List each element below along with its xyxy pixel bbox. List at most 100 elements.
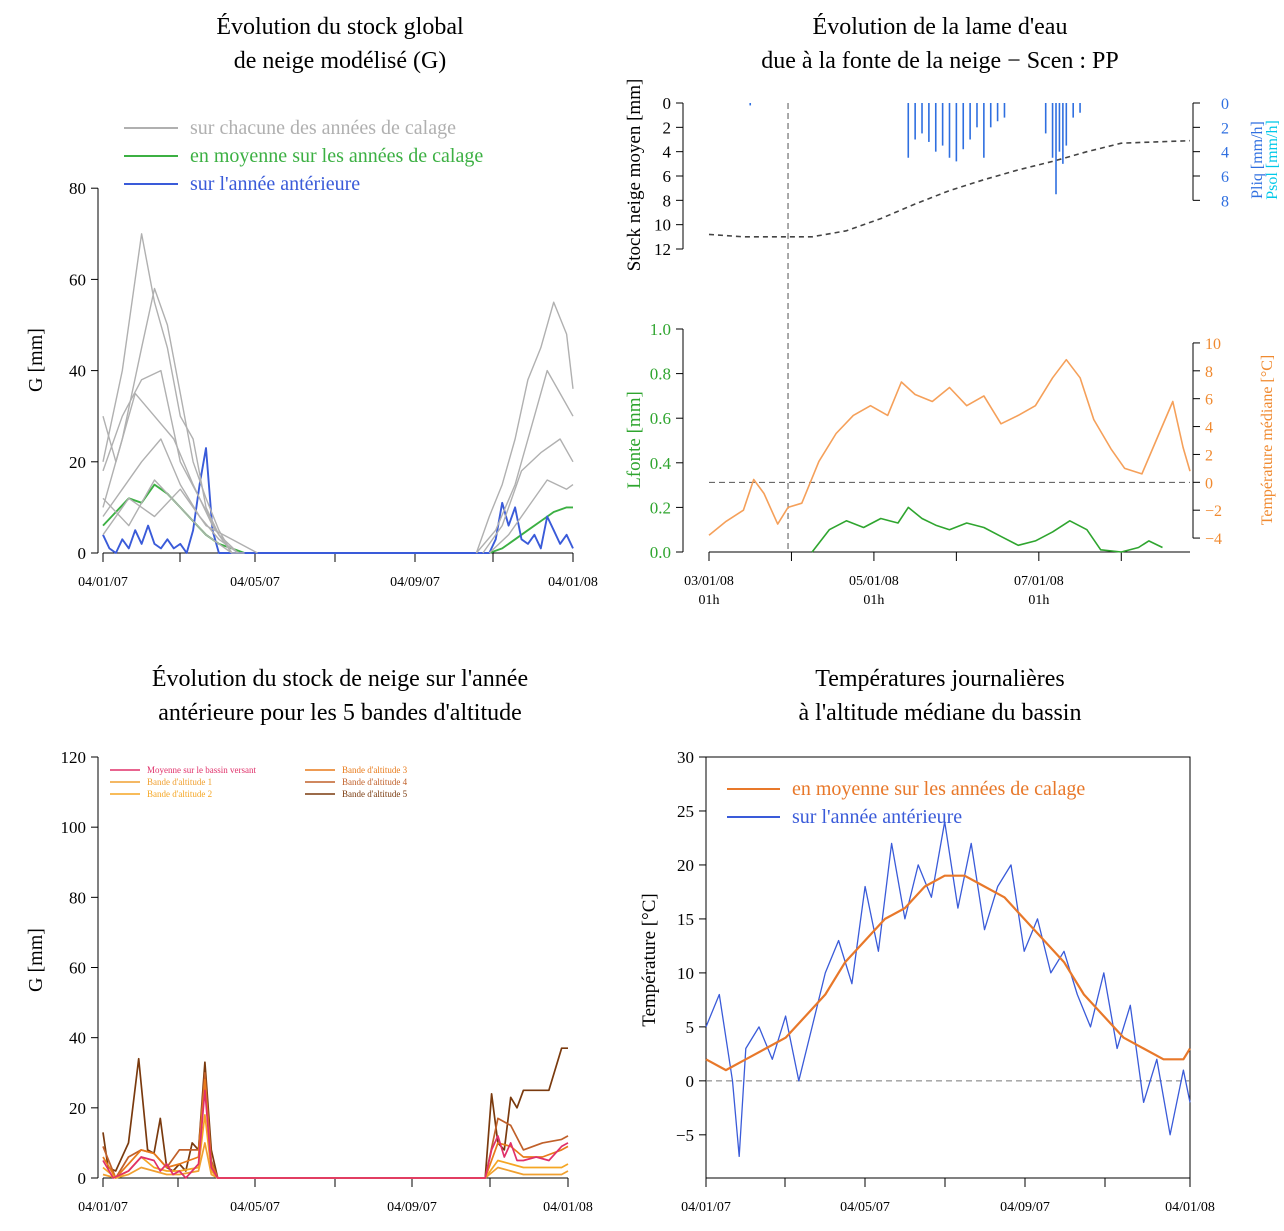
chart-2-right-top-tick-label: 0 xyxy=(1221,96,1229,113)
chart-2-x-axis-tick-sublabel: 01h xyxy=(699,593,720,608)
chart-4-anterieure-line xyxy=(705,821,1191,1158)
chart-1-legend-label: sur chacune des années de calage xyxy=(190,117,456,139)
chart-3-y-axis-tick-label: 40 xyxy=(69,1029,86,1048)
chart-1-series-line xyxy=(102,369,239,554)
chart-3-title-line1: Évolution du stock de neige sur l'année xyxy=(151,666,529,692)
chart-2-temperature-line xyxy=(708,358,1191,536)
chart-2-bottom-y-axis-tick-label: 0.4 xyxy=(650,454,672,473)
chart-1-legend-label: en moyenne sur les années de calage xyxy=(190,145,483,167)
chart-4-y-tick-label: 0 xyxy=(686,1072,695,1091)
chart-3-y-axis-tick-label: 120 xyxy=(61,748,87,767)
chart-2-ylabel-right-pliq: Pliq [mm/h] xyxy=(1249,121,1266,199)
chart-2-bottom-y-axis-tick-label: 0.6 xyxy=(650,409,671,428)
chart-3-legend-label: Bande d'altitude 1 xyxy=(147,777,212,787)
chart-4-y-tick-label: 5 xyxy=(686,1018,695,1037)
chart-2-right-top-tick-label: 2 xyxy=(1221,120,1229,137)
chart-2-x-axis-tick-label: 03/01/08 xyxy=(684,574,734,589)
chart-2-title: Évolution de la lame d'eau due à la font… xyxy=(660,10,1220,78)
chart-3-y-axis-tick-label: 80 xyxy=(69,888,86,907)
chart-4-y-tick-label: 10 xyxy=(677,964,694,983)
chart-3-x-axis-tick-label: 04/05/07 xyxy=(230,1200,280,1215)
chart-4-title-line1: Températures journalières xyxy=(815,666,1065,692)
chart-2-top-y-axis-tick-label: 6 xyxy=(663,167,672,186)
chart-4-x-tick-label: 04/09/07 xyxy=(1000,1200,1050,1215)
chart-2-right-top-tick-label: 8 xyxy=(1221,193,1229,210)
chart-2-top-y-axis-tick-label: 8 xyxy=(663,191,672,210)
chart-4-y-tick-label: 20 xyxy=(677,856,694,875)
chart-4-title: Températures journalières à l'altitude m… xyxy=(660,662,1220,730)
chart-4-legend-label: sur l'année antérieure xyxy=(792,806,962,828)
chart-1-series-line xyxy=(475,301,574,554)
chart-2-x-axis-tick-label: 07/01/08 xyxy=(1014,574,1064,589)
chart-2-top-y-axis-tick-label: 0 xyxy=(663,94,672,113)
chart-3-series-line xyxy=(102,1078,569,1179)
chart-2-ylabel-bottom: Lfonte [mm] xyxy=(624,391,645,489)
chart-4-y-tick-label: 25 xyxy=(677,802,694,821)
chart-2-bottom-y-axis-tick-label: 0.8 xyxy=(650,365,671,384)
chart-2-x-axis-tick-sublabel: 01h xyxy=(1028,593,1049,608)
chart-1-x-axis-tick-label: 04/05/07 xyxy=(230,575,280,590)
chart-2-top-y-axis-tick-label: 4 xyxy=(663,143,672,162)
chart-2-top-y-axis-tick-label: 10 xyxy=(654,216,671,235)
chart-2-bottom-y-axis-tick-label: 0.2 xyxy=(650,498,671,517)
chart-3-y-axis-tick-label: 100 xyxy=(61,818,87,837)
chart-1-title-line2: de neige modélisé (G) xyxy=(233,48,447,74)
chart-3-y-axis-tick-label: 0 xyxy=(78,1169,87,1188)
chart-4-x-tick-label: 04/05/07 xyxy=(840,1200,890,1215)
chart-3-title-line2: antérieure pour les 5 bandes d'altitude xyxy=(158,700,522,726)
chart-1-series-line xyxy=(102,447,574,554)
chart-2-right-bottom-tick-label: −2 xyxy=(1205,503,1222,520)
chart-4-x-tick-label: 04/01/07 xyxy=(681,1200,731,1215)
chart-1-x-axis-tick-label: 04/01/08 xyxy=(548,575,598,590)
chart-1-series-line xyxy=(482,438,574,554)
chart-2-right-bottom-tick-label: 4 xyxy=(1205,420,1213,437)
chart-1-y-axis-tick-label: 80 xyxy=(69,179,86,198)
chart-3-legend-label: Moyenne sur le bassin versant xyxy=(147,765,256,775)
chart-2-right-bottom-tick-label: 8 xyxy=(1205,364,1213,381)
chart-2-x-axis-tick-sublabel: 01h xyxy=(863,593,884,608)
chart-2-top-y-axis-tick-label: 12 xyxy=(654,240,671,259)
chart-2-right-bottom-tick-label: 6 xyxy=(1205,392,1213,409)
chart-3-legend-label: Bande d'altitude 4 xyxy=(342,777,408,787)
chart-1-y-axis-tick-label: 0 xyxy=(78,544,87,563)
chart-3-x-axis-tick-label: 04/09/07 xyxy=(387,1200,437,1215)
chart-3-title: Évolution du stock de neige sur l'année … xyxy=(40,662,640,730)
chart-3-legend-label: Bande d'altitude 2 xyxy=(147,789,212,799)
chart-2-title-line2: due à la fonte de la neige − Scen : PP xyxy=(761,48,1119,74)
chart-1-y-axis-tick-label: 40 xyxy=(69,362,86,381)
chart-1-title-line1: Évolution du stock global xyxy=(216,14,464,40)
chart-4-y-tick-label: −5 xyxy=(676,1126,694,1145)
chart-3-legend-label: Bande d'altitude 3 xyxy=(342,765,408,775)
chart-4-legend-label: en moyenne sur les années de calage xyxy=(792,778,1085,800)
chart-3-ylabel: G [mm] xyxy=(25,928,47,992)
chart-2-right-top-tick-label: 6 xyxy=(1221,169,1229,186)
chart-3-x-axis-tick-label: 04/01/07 xyxy=(78,1200,128,1215)
chart-2-lfonte-line xyxy=(811,506,1163,553)
chart-2-ylabel-right-psol: Psol [mm/h] xyxy=(1264,120,1281,200)
chart-3-series-line xyxy=(102,1113,569,1179)
chart-3-y-axis-tick-label: 20 xyxy=(69,1099,86,1118)
chart-1-legend-label: sur l'année antérieure xyxy=(190,173,360,195)
chart-2-x-axis-tick-label: 05/01/08 xyxy=(849,574,899,589)
chart-1-series-line xyxy=(102,483,573,554)
chart-4-y-tick-label: 30 xyxy=(677,748,694,767)
chart-2-ylabel-right-temp: Température médiane [°C] xyxy=(1259,355,1276,526)
chart-2-right-bottom-tick-label: 0 xyxy=(1205,475,1213,492)
chart-2-top-y-axis-tick-label: 2 xyxy=(663,118,672,137)
chart-4-moyenne-line xyxy=(705,874,1191,1072)
chart-2-bottom-y-axis-tick-label: 1.0 xyxy=(650,320,671,339)
chart-1-title: Évolution du stock global de neige modél… xyxy=(60,10,620,78)
chart-3-series-line xyxy=(102,1142,569,1179)
chart-2-ylabel-top: Stock neige moyen [mm] xyxy=(624,79,645,272)
chart-1-series-line xyxy=(102,438,239,554)
chart-4-title-line2: à l'altitude médiane du bassin xyxy=(798,700,1082,726)
chart-2-title-line1: Évolution de la lame d'eau xyxy=(812,14,1068,40)
chart-1-series-line xyxy=(475,369,574,554)
chart-1-series-line xyxy=(488,479,574,554)
chart-4-ylabel: Température [°C] xyxy=(639,893,660,1026)
chart-1-ylabel: G [mm] xyxy=(25,328,47,392)
chart-3-x-axis-tick-label: 04/01/08 xyxy=(543,1200,593,1215)
chart-2-right-top-tick-label: 4 xyxy=(1221,145,1229,162)
chart-4-y-tick-label: 15 xyxy=(677,910,694,929)
